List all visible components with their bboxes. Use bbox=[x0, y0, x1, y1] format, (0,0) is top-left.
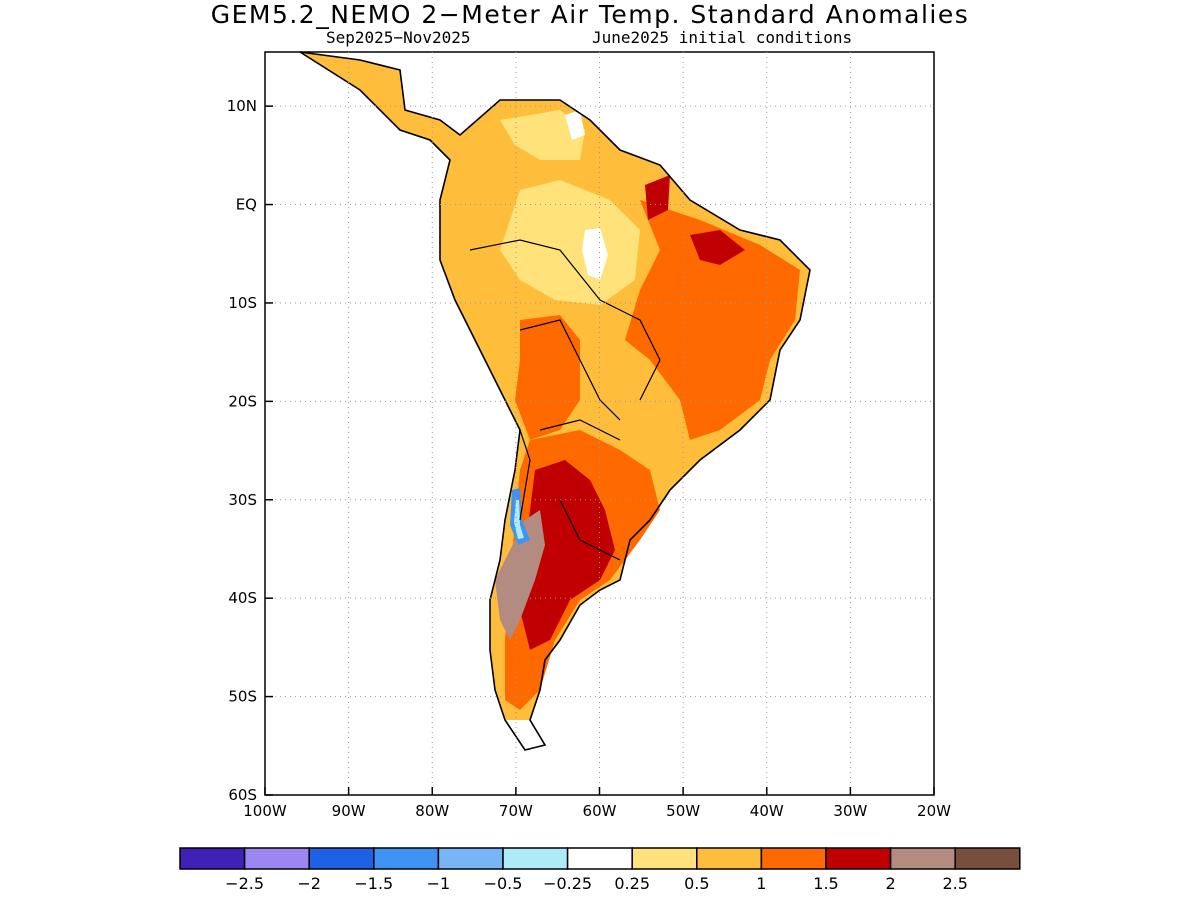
lat-tick-label: 60S bbox=[228, 786, 257, 804]
lon-tick-label: 50W bbox=[666, 802, 700, 820]
colorbar-swatch bbox=[502, 847, 569, 870]
lon-tick-label: 40W bbox=[750, 802, 784, 820]
colorbar-label: −2.5 bbox=[225, 874, 264, 893]
anomaly-region-northeast-white bbox=[565, 110, 585, 140]
colorbar-swatch bbox=[825, 847, 892, 870]
lon-tick-label: 20W bbox=[917, 802, 951, 820]
colorbar-swatch bbox=[889, 847, 956, 870]
axis-ticks: 100W 90W 80W 70W 60W 50W 40W 30W 20W 10N EQ 10S 20S 3… bbox=[227, 97, 951, 820]
anomaly-region-amazon bbox=[500, 180, 640, 305]
colorbar-swatch bbox=[954, 847, 1021, 870]
lat-tick-label: 10N bbox=[227, 97, 257, 115]
anomaly-region-bolivia bbox=[515, 315, 580, 440]
map-plot-area: 100W 90W 80W 70W 60W 50W 40W 30W 20W 10N EQ 10S 20S 3… bbox=[227, 51, 951, 820]
forecast-period: Sep2025−Nov2025 bbox=[326, 28, 471, 47]
colorbar-swatch bbox=[437, 847, 504, 870]
initial-conditions: June2025 initial conditions bbox=[592, 28, 853, 47]
colorbar-swatch bbox=[760, 847, 827, 870]
lat-tick-label: EQ bbox=[236, 196, 257, 214]
anomaly-region-chile-lightblue bbox=[514, 500, 524, 539]
lat-tick-label: 40S bbox=[228, 589, 257, 607]
colorbar-swatch bbox=[308, 847, 375, 870]
anomaly-region-argentina-red bbox=[520, 460, 615, 650]
lon-tick-label: 70W bbox=[499, 802, 533, 820]
lat-tick-label: 20S bbox=[228, 392, 257, 410]
colorbar-swatch bbox=[566, 847, 633, 870]
lat-tick-label: 10S bbox=[228, 294, 257, 312]
colorbar-label: 2.5 bbox=[942, 874, 967, 893]
colorbar-label: 1 bbox=[756, 874, 766, 893]
lon-tick-label: 30W bbox=[833, 802, 867, 820]
colorbar-label: −1 bbox=[427, 874, 451, 893]
colorbar-label: −2 bbox=[297, 874, 321, 893]
colorbar-swatch bbox=[631, 847, 698, 870]
colorbar-swatch bbox=[243, 847, 310, 870]
colorbar-swatch bbox=[373, 847, 440, 870]
lon-tick-label: 90W bbox=[332, 802, 366, 820]
lat-tick-label: 50S bbox=[228, 688, 257, 706]
colorbar-label: −0.5 bbox=[484, 874, 523, 893]
anomaly-fields bbox=[300, 52, 810, 720]
lon-tick-label: 80W bbox=[415, 802, 449, 820]
colorbar-label: −0.25 bbox=[543, 874, 592, 893]
colorbar-swatch bbox=[179, 847, 246, 870]
lat-tick-label: 30S bbox=[228, 491, 257, 509]
country-borders bbox=[469, 239, 661, 561]
anomaly-region-brazil-east bbox=[625, 200, 800, 440]
anomaly-region-ne-red2 bbox=[690, 230, 745, 265]
coastline bbox=[299, 51, 811, 751]
colorbar-label: −1.5 bbox=[354, 874, 393, 893]
colorbar-label: 2 bbox=[886, 874, 896, 893]
colorbar: −2.5 −2 −1.5 −1 −0.5 −0.25 0.25 0.5 1 1.5 2 2.5 bbox=[179, 847, 1021, 893]
anomaly-region-north bbox=[500, 110, 585, 160]
colorbar-label: 0.25 bbox=[614, 874, 650, 893]
anomaly-region-andes-brown bbox=[495, 510, 545, 640]
lon-tick-label: 100W bbox=[243, 802, 287, 820]
colorbar-label: 1.5 bbox=[813, 874, 838, 893]
anomaly-region-center-white bbox=[582, 228, 608, 280]
anomaly-region-ne-red bbox=[645, 175, 670, 220]
map-title: GEM5.2_NEMO 2−Meter Air Temp. Standard A… bbox=[210, 0, 970, 29]
colorbar-swatch bbox=[696, 847, 763, 870]
lon-tick-label: 60W bbox=[583, 802, 617, 820]
colorbar-label: 0.5 bbox=[684, 874, 709, 893]
